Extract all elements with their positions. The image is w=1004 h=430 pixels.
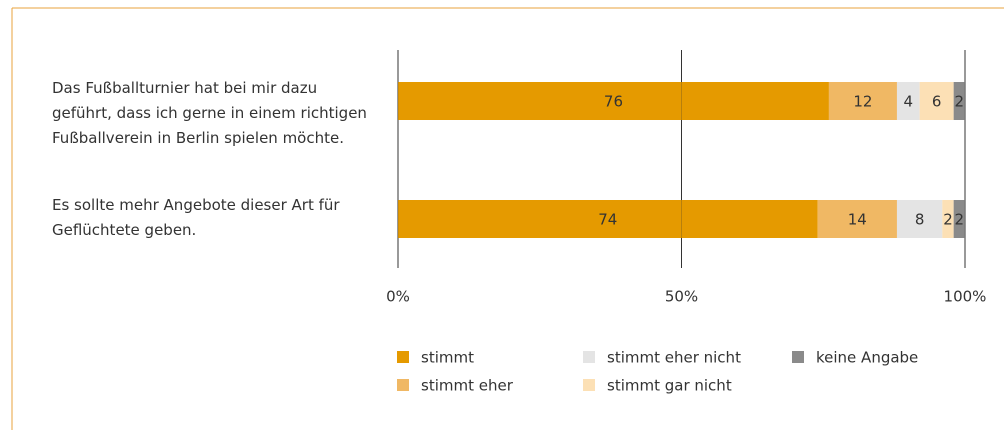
legend-label: stimmt gar nicht xyxy=(607,377,732,395)
data-label: 6 xyxy=(932,93,942,111)
data-label: 2 xyxy=(943,211,953,229)
data-label: 76 xyxy=(604,93,623,111)
bar-segment xyxy=(953,82,965,120)
legend-swatch xyxy=(397,351,409,363)
data-label: 2 xyxy=(955,211,965,229)
legend-swatch xyxy=(583,351,595,363)
category-label: Es sollte mehr Angebote dieser Art für G… xyxy=(52,196,340,239)
x-tick-label: 50% xyxy=(665,288,698,306)
legend-swatch xyxy=(792,351,804,363)
legend-label: keine Angabe xyxy=(816,349,918,367)
legend-label: stimmt eher nicht xyxy=(607,349,741,367)
bar-segment xyxy=(896,200,943,238)
data-label: 14 xyxy=(848,211,867,229)
data-label: 74 xyxy=(598,211,617,229)
legend-label: stimmt xyxy=(421,349,474,367)
category-label: Das Fußballturnier hat bei mir dazu gefü… xyxy=(52,79,367,147)
bar-segment xyxy=(953,200,965,238)
legend-label: stimmt eher xyxy=(421,377,514,395)
data-label: 4 xyxy=(904,93,914,111)
data-label: 2 xyxy=(955,93,965,111)
bar-segment xyxy=(896,82,920,120)
bar-segment xyxy=(398,82,829,120)
legend-swatch xyxy=(397,379,409,391)
x-tick-label: 0% xyxy=(386,288,410,306)
legend-swatch xyxy=(583,379,595,391)
x-tick-label: 100% xyxy=(944,288,987,306)
bar-segment xyxy=(817,200,897,238)
bar-segment xyxy=(398,200,818,238)
data-label: 8 xyxy=(915,211,925,229)
data-label: 12 xyxy=(853,93,872,111)
bar-segment xyxy=(919,82,954,120)
bar-segment xyxy=(942,200,954,238)
bar-segment xyxy=(828,82,897,120)
